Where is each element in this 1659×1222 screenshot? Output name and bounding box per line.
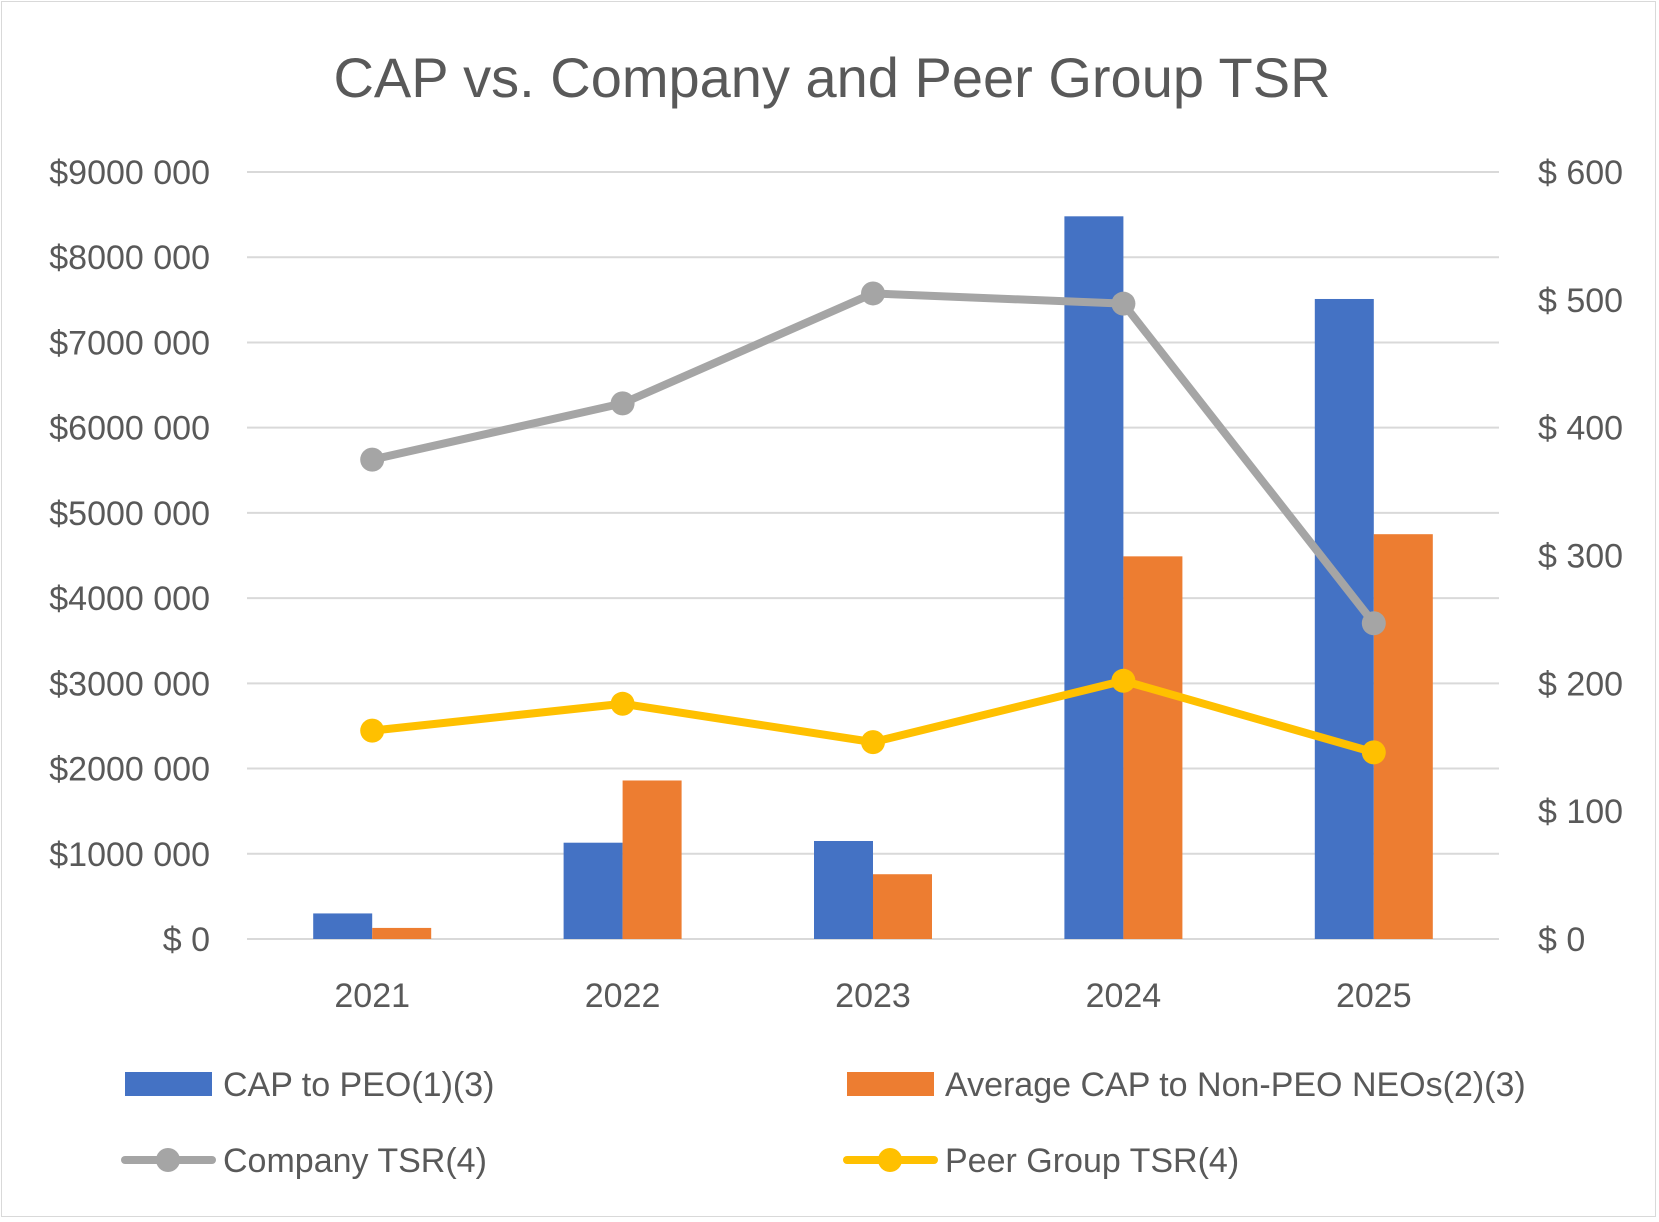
left-axis-tick-label: $3000 000 xyxy=(49,665,210,703)
bar-cap-to-peo xyxy=(1064,216,1124,939)
left-axis-tick-label: $6000 000 xyxy=(49,410,210,448)
company-tsr-point xyxy=(1111,291,1136,316)
company-tsr-point xyxy=(610,391,635,416)
company-tsr-point xyxy=(1361,611,1386,636)
legend-avg-cap-non-peo: Average CAP to Non-PEO NEOs(2)(3) xyxy=(847,1066,1526,1104)
right-axis-tick-label: $ 0 xyxy=(1538,921,1585,959)
legend-company-tsr-swatch-marker xyxy=(156,1148,180,1172)
right-axis-tick-label: $ 300 xyxy=(1538,538,1623,576)
right-axis-tick-label: $ 500 xyxy=(1538,282,1623,320)
left-axis-tick-label: $2000 000 xyxy=(49,751,210,789)
legend-peer-group-tsr-swatch-marker xyxy=(878,1148,902,1172)
bar-avg-cap-non-peo xyxy=(622,780,682,939)
x-axis-tick-label: 2025 xyxy=(1336,977,1412,1015)
legend-cap-to-peo: CAP to PEO(1)(3) xyxy=(125,1066,494,1104)
chart-title: CAP vs. Company and Peer Group TSR xyxy=(333,46,1330,109)
gridlines xyxy=(247,171,1499,940)
bar-avg-cap-non-peo xyxy=(1373,534,1433,939)
peer-group-tsr-point xyxy=(360,718,385,743)
legend-company-tsr-label: Company TSR(4) xyxy=(223,1142,487,1180)
right-axis-tick-label: $ 600 xyxy=(1538,154,1623,192)
bars xyxy=(313,216,1433,940)
x-axis: 2021 2022 2023 2024 2025 xyxy=(334,977,1411,1015)
lines xyxy=(360,281,1386,765)
x-axis-tick-label: 2021 xyxy=(334,977,410,1015)
legend-avg-cap-non-peo-swatch xyxy=(847,1072,934,1096)
left-axis-tick-label: $7000 000 xyxy=(49,324,210,362)
peer-group-tsr-point xyxy=(1111,668,1136,693)
right-axis-tick-label: $ 400 xyxy=(1538,410,1623,448)
right-axis-tick-label: $ 200 xyxy=(1538,665,1623,703)
peer-group-tsr-point xyxy=(610,691,635,716)
company-tsr-point xyxy=(360,447,385,472)
legend-peer-group-tsr-label: Peer Group TSR(4) xyxy=(945,1142,1239,1180)
legend-cap-to-peo-label: CAP to PEO(1)(3) xyxy=(223,1066,494,1104)
left-axis-tick-label: $9000 000 xyxy=(49,154,210,192)
left-axis: $ 0 $1000 000 $2000 000 $3000 000 $4000 000 $… xyxy=(49,154,210,959)
right-axis-tick-label: $ 100 xyxy=(1538,793,1623,831)
x-axis-tick-label: 2024 xyxy=(1086,977,1162,1015)
bar-cap-to-peo xyxy=(313,913,373,939)
left-axis-tick-label: $ 0 xyxy=(163,921,210,959)
legend-peer-group-tsr: Peer Group TSR(4) xyxy=(843,1142,1239,1180)
right-axis: $ 0 $ 100 $ 200 $ 300 $ 400 $ 500 $ 600 xyxy=(1538,154,1623,959)
peer-group-tsr-point xyxy=(861,730,885,755)
bar-avg-cap-non-peo xyxy=(372,927,432,939)
company-tsr-point xyxy=(861,281,885,306)
left-axis-tick-label: $4000 000 xyxy=(49,580,210,618)
left-axis-tick-label: $5000 000 xyxy=(49,495,210,533)
x-axis-tick-label: 2023 xyxy=(835,977,911,1015)
legend-avg-cap-non-peo-label: Average CAP to Non-PEO NEOs(2)(3) xyxy=(945,1066,1526,1104)
bar-avg-cap-non-peo xyxy=(873,874,932,939)
bar-cap-to-peo xyxy=(563,842,623,939)
legend-company-tsr: Company TSR(4) xyxy=(121,1142,487,1180)
left-axis-tick-label: $1000 000 xyxy=(49,836,210,874)
legend: CAP to PEO(1)(3) Average CAP to Non-PEO N… xyxy=(121,1066,1526,1180)
x-axis-tick-label: 2022 xyxy=(585,977,661,1015)
peer-group-tsr-point xyxy=(1361,740,1386,765)
bar-avg-cap-non-peo xyxy=(1123,556,1183,939)
bar-cap-to-peo xyxy=(814,840,873,939)
left-axis-tick-label: $8000 000 xyxy=(49,239,210,277)
legend-cap-to-peo-swatch xyxy=(125,1072,212,1096)
